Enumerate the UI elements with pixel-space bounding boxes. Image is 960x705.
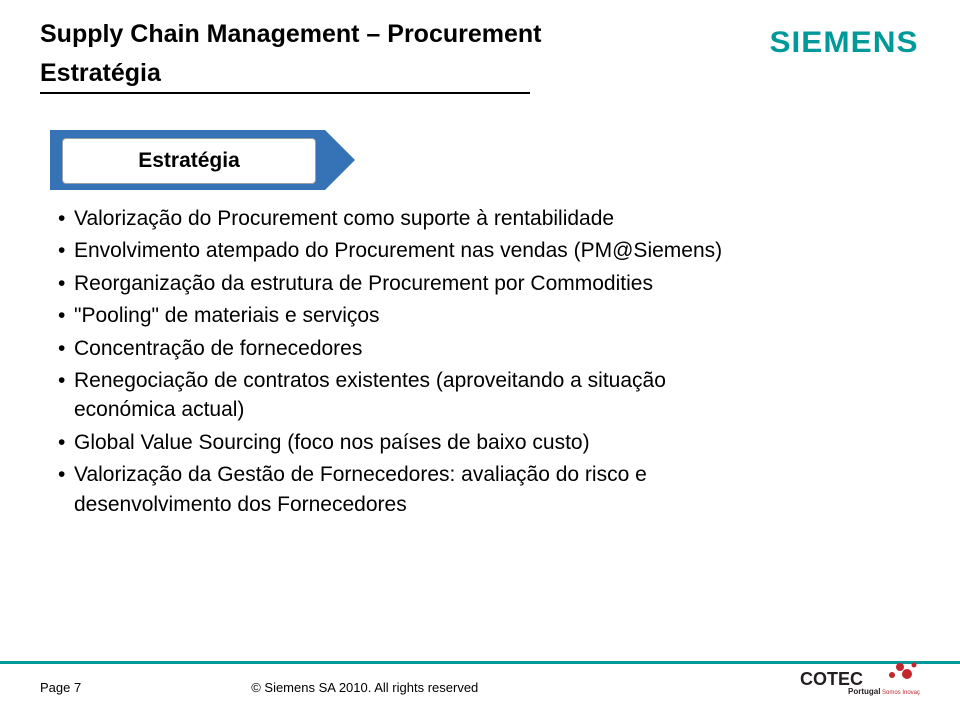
list-item: Valorização da Gestão de Fornecedores: a… xyxy=(58,460,758,519)
arrow-banner: Estratégia xyxy=(50,130,920,190)
list-item: Global Value Sourcing (foco nos países d… xyxy=(58,428,758,457)
list-item: Valorização do Procurement como suporte … xyxy=(58,204,758,233)
title-line2: Estratégia xyxy=(40,59,920,88)
cotec-name: COTEC xyxy=(800,669,863,689)
list-item: Renegociação de contratos existentes (ap… xyxy=(58,366,758,425)
arrow-overlay-box: Estratégia xyxy=(62,138,316,184)
list-item: Concentração de fornecedores xyxy=(58,334,758,363)
list-item: "Pooling" de materiais e serviços xyxy=(58,301,758,330)
cotec-sub: Portugal xyxy=(848,687,880,696)
bullet-list: Valorização do Procurement como suporte … xyxy=(58,204,758,519)
arrow-label: Estratégia xyxy=(138,149,240,173)
siemens-logo: SIEMENS xyxy=(769,26,918,60)
cotec-logo: COTEC Portugal Somos Inovação xyxy=(800,661,920,699)
slide-page: Supply Chain Management – Procurement Es… xyxy=(0,0,960,705)
list-item: Reorganização da estrutura de Procuremen… xyxy=(58,269,758,298)
title-underline xyxy=(40,92,530,94)
list-item: Envolvimento atempado do Procurement nas… xyxy=(58,236,758,265)
footer-left: Page 7 © Siemens SA 2010. All rights res… xyxy=(40,680,478,695)
cotec-tag: Somos Inovação xyxy=(882,690,920,696)
arrow-head-icon xyxy=(325,130,355,190)
copyright-text: © Siemens SA 2010. All rights reserved xyxy=(251,680,478,695)
page-number: Page 7 xyxy=(40,680,81,695)
footer-bar: Page 7 © Siemens SA 2010. All rights res… xyxy=(0,661,960,705)
cotec-logo-icon: COTEC Portugal Somos Inovação xyxy=(800,661,920,699)
